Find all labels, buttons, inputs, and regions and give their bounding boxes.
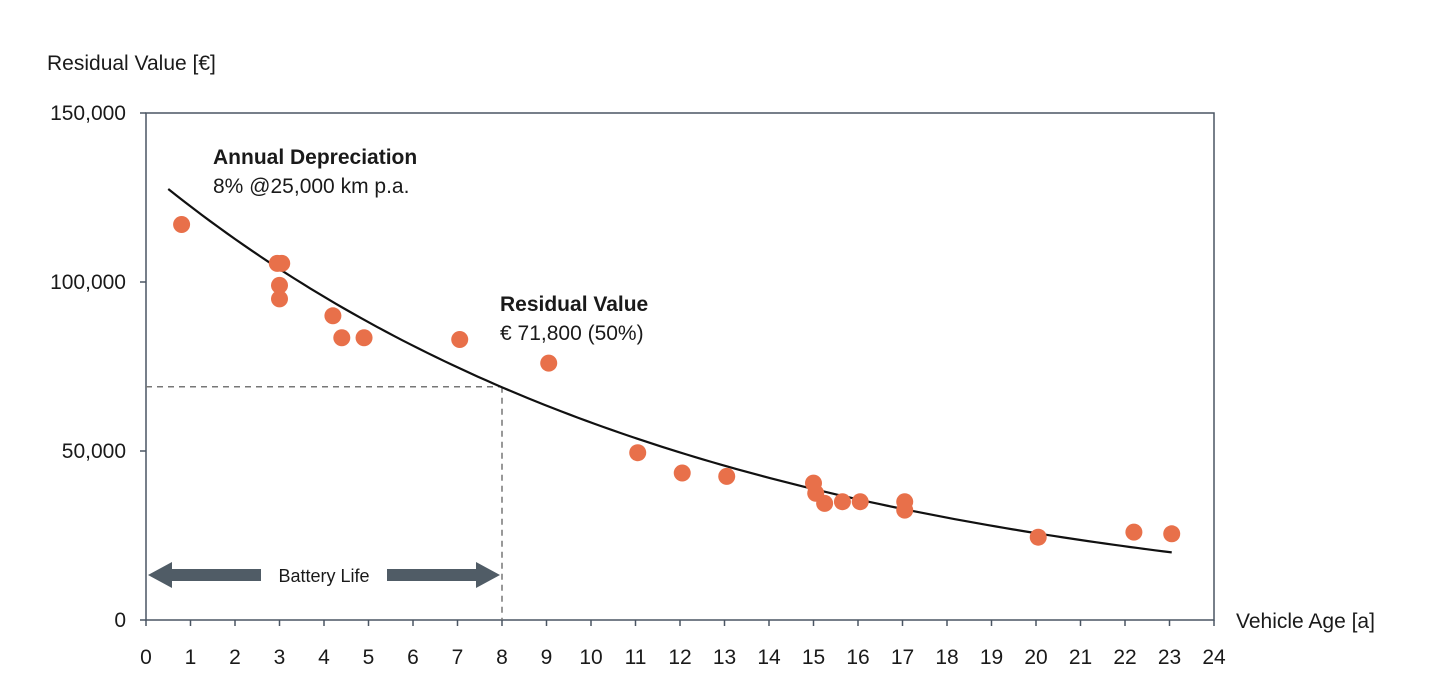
data-point: [271, 290, 288, 308]
x-tick-label: 6: [407, 646, 419, 669]
x-tick-label: 22: [1113, 646, 1136, 669]
x-tick-label: 14: [757, 646, 781, 669]
data-point: [833, 493, 851, 511]
x-tick-label: 18: [935, 646, 958, 669]
x-tick-label: 21: [1069, 646, 1092, 669]
y-tick-label: 150,000: [50, 102, 126, 125]
battery-life-label: Battery Life: [278, 566, 369, 586]
y-axis-title: Residual Value [€]: [47, 52, 216, 75]
data-point: [173, 216, 191, 234]
x-tick-label: 7: [452, 646, 464, 669]
data-point: [851, 493, 869, 511]
data-point: [718, 467, 736, 485]
x-tick-label: 3: [274, 646, 286, 669]
x-tick-label: 2: [229, 646, 241, 669]
x-axis: 0 1 2 3 4 5 6 7 8 9 10 11 12 13 14 15 16 17 18 19 20 21 22 23 24: [140, 620, 1226, 669]
data-point: [324, 307, 342, 325]
battery-life-arrow: Battery Life: [148, 562, 500, 588]
x-tick-label: 15: [802, 646, 825, 669]
y-axis: 0 50,000 100,000 150,000: [50, 102, 146, 632]
arrow-head-right: [476, 562, 500, 588]
x-tick-label: 10: [579, 646, 602, 669]
x-tick-label: 19: [980, 646, 1003, 669]
annotation-residual-title: Residual Value: [500, 293, 648, 316]
data-point: [540, 354, 558, 372]
data-point: [333, 329, 351, 347]
data-point: [271, 276, 288, 294]
depreciation-curve: [167, 188, 1172, 554]
x-tick-label: 1: [185, 646, 197, 669]
x-tick-label: 0: [140, 646, 152, 669]
x-tick-label: 11: [625, 646, 647, 669]
x-tick-label: 12: [668, 646, 691, 669]
y-tick-label: 50,000: [62, 440, 126, 463]
x-tick-label: 17: [891, 646, 914, 669]
annotation-residual-text: € 71,800 (50%): [500, 322, 644, 345]
data-point: [451, 330, 469, 348]
data-point: [896, 501, 914, 519]
x-tick-label: 23: [1158, 646, 1181, 669]
data-point: [355, 329, 373, 347]
y-tick-label: 100,000: [50, 271, 126, 294]
x-axis-title: Vehicle Age [a]: [1236, 610, 1375, 633]
data-point: [273, 254, 291, 272]
arrow-shaft-left: [170, 569, 261, 581]
data-point: [816, 494, 834, 512]
data-point: [1125, 523, 1143, 541]
reference-guides: [146, 386, 503, 620]
y-tick-label: 0: [114, 609, 126, 632]
data-point: [629, 444, 647, 462]
x-tick-label: 20: [1024, 646, 1047, 669]
x-tick-label: 16: [846, 646, 869, 669]
data-point: [673, 464, 691, 482]
data-point: [1029, 528, 1047, 546]
data-points: [173, 216, 1181, 546]
arrow-shaft-right: [387, 569, 478, 581]
arrow-head-left: [148, 562, 172, 588]
annotation-depreciation-text: 8% @25,000 km p.a.: [213, 175, 409, 198]
x-tick-label: 9: [541, 646, 553, 669]
x-tick-label: 4: [318, 646, 330, 669]
x-tick-label: 8: [496, 646, 508, 669]
annotation-depreciation-title: Annual Depreciation: [213, 146, 417, 169]
x-tick-label: 5: [363, 646, 375, 669]
x-tick-label: 13: [713, 646, 736, 669]
x-tick-label: 24: [1202, 646, 1226, 669]
data-point: [1163, 525, 1181, 543]
